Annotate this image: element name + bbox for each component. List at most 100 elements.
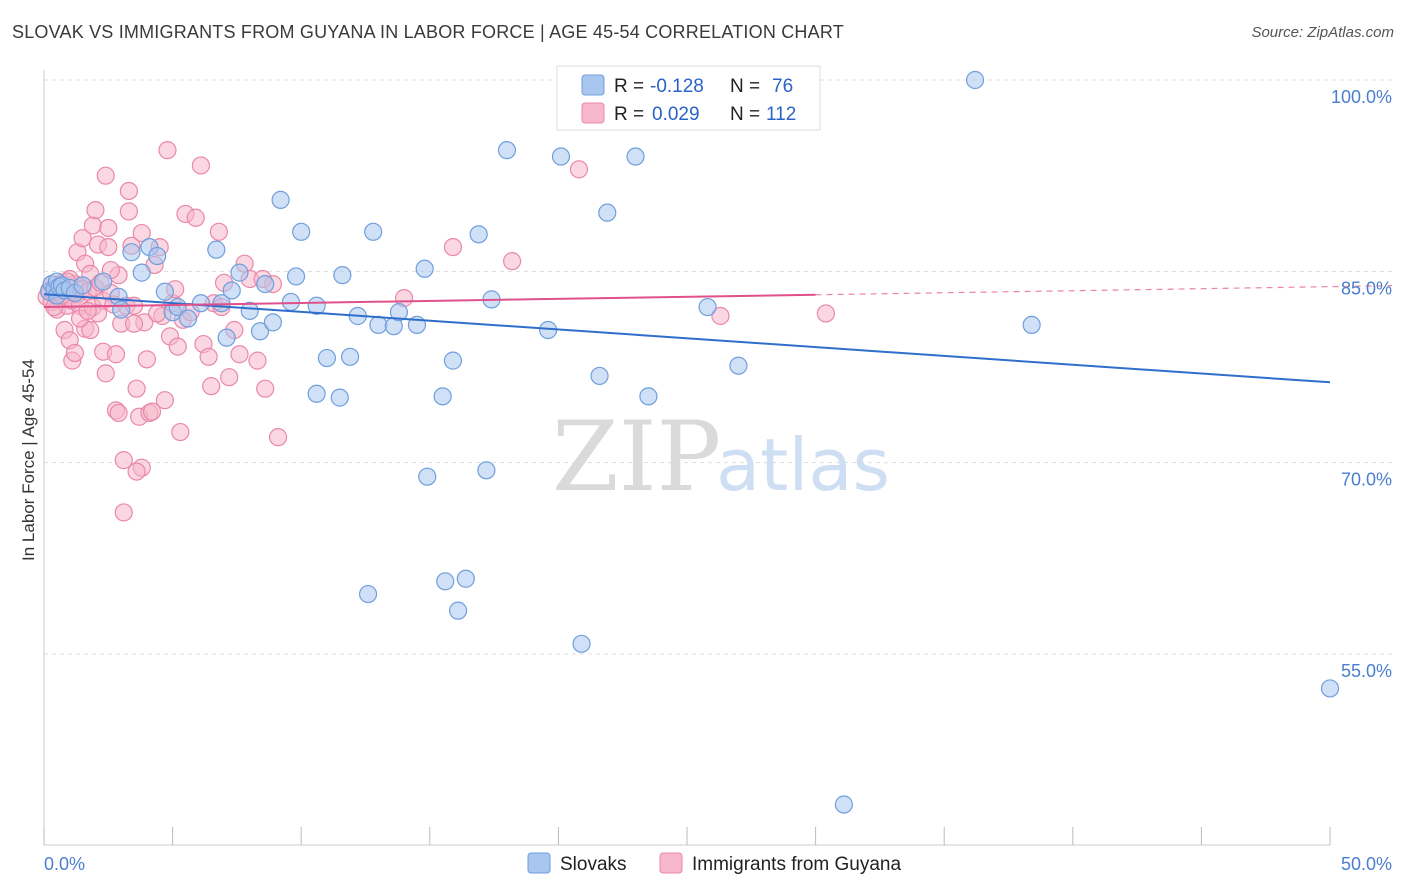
slovak-point-27 (240, 301, 259, 320)
guyana-point-59 (137, 350, 156, 369)
slovak-point-28 (250, 322, 270, 341)
slovak-point-13 (122, 243, 141, 262)
guyana-point-29 (83, 216, 102, 235)
slovak-point-67 (834, 795, 853, 814)
x-tick-label-max: 50.0% (1341, 854, 1392, 874)
y-tick-labels: 55.0% 70.0% 85.0% 100.0% (1331, 87, 1392, 681)
guyana-point-107 (127, 462, 146, 481)
guyana-point-77 (199, 347, 218, 366)
slovak-point-10 (73, 276, 92, 295)
guyana-point-38 (96, 166, 115, 185)
slovak-point-24 (217, 328, 236, 347)
slovak-point-20 (178, 309, 198, 328)
slovak-point-29 (256, 274, 275, 294)
legend-guyana-r-value: 0.029 (652, 104, 700, 125)
guyana-point-51 (119, 181, 138, 201)
slovak-point-34 (292, 222, 311, 241)
slovak-point-49 (433, 387, 452, 406)
slovak-trend-line (43, 293, 1331, 384)
slovak-point-35 (307, 296, 326, 315)
slovak-point-17 (155, 282, 174, 301)
legend-bottom-guyana-label: Immigrants from Guyana (692, 854, 901, 875)
guyana-point-94 (569, 160, 589, 179)
slovak-point-54 (469, 225, 488, 244)
guyana-point-74 (186, 208, 205, 227)
slovak-point-22 (207, 240, 226, 259)
guyana-point-44 (106, 345, 126, 364)
guyana-point-82 (220, 368, 239, 387)
slovak-point-61 (590, 366, 609, 386)
slovak-point-53 (456, 569, 475, 588)
legend-slovak-r-label: R = (614, 76, 644, 97)
guyana-point-65 (155, 391, 174, 410)
guyana-point-37 (96, 364, 115, 383)
slovak-point-30 (263, 313, 283, 332)
legend-guyana-n-label: N = (730, 104, 760, 125)
guyana-point-50 (119, 202, 138, 221)
y-tick-label-2: 85.0% (1341, 278, 1392, 298)
slovak-point-36 (307, 384, 326, 403)
slovak-point-66 (729, 356, 748, 375)
guyana-point-78 (202, 377, 221, 396)
slovak-point-65 (698, 297, 717, 317)
slovak-point-14 (132, 263, 151, 282)
y-tick-label-1: 70.0% (1341, 470, 1392, 490)
slovak-point-50 (436, 572, 455, 591)
legend-bottom: Slovaks Immigrants from Guyana (527, 852, 901, 875)
guyana-point-61 (142, 402, 162, 421)
legend-slovak-n-value: 76 (772, 76, 793, 97)
guyana-point-90 (268, 428, 288, 447)
legend-top: R = -0.128 N = 76 R = 0.029 N = 112 (556, 65, 821, 131)
slovak-point-37 (317, 348, 337, 368)
legend-guyana-r-label: R = (614, 104, 644, 125)
guyana-point-93 (503, 252, 522, 271)
slovak-point-62 (598, 203, 617, 222)
guyana-trend-line (43, 293, 816, 309)
axes (43, 70, 1331, 846)
slovak-point-26 (230, 263, 249, 282)
slovak-point-16 (148, 246, 167, 266)
legend-guyana-swatch (581, 102, 605, 124)
guyana-point-104 (148, 304, 167, 323)
slovak-point-21 (191, 294, 210, 313)
slovak-point-40 (340, 347, 360, 366)
slovak-point-64 (639, 387, 658, 406)
legend-bottom-guyana-swatch (659, 852, 683, 874)
guyana-point-84 (230, 345, 249, 364)
slovak-point-43 (369, 315, 388, 335)
slovak-point-59 (551, 147, 571, 166)
guyana-point-105 (168, 337, 187, 356)
slovak-point-60 (572, 634, 591, 653)
slovak-point-51 (443, 351, 463, 370)
guyana-point-95 (711, 306, 730, 326)
watermark-atlas: atlas (716, 423, 890, 507)
slovak-point-69 (1022, 315, 1041, 335)
guyana-point-27 (81, 320, 100, 340)
slovak-point-68 (965, 70, 985, 90)
guyana-point-70 (171, 422, 190, 442)
guyana-point-40 (99, 218, 118, 238)
guyana-point-75 (191, 156, 210, 175)
legend-bottom-slovak-swatch (527, 852, 551, 874)
guyana-point-88 (256, 379, 275, 398)
slovak-point-33 (286, 267, 306, 286)
legend-slovak-n-label: N = (730, 76, 760, 97)
legend-slovak-r-value: -0.128 (650, 76, 704, 97)
guyana-point-47 (114, 451, 133, 470)
slovak-point-31 (271, 190, 290, 210)
slovak-point-47 (415, 259, 434, 278)
slovak-point-32 (281, 292, 301, 312)
watermark: ZIP atlas (552, 401, 890, 513)
guyana-point-66 (158, 141, 177, 160)
guyana-point-54 (127, 379, 146, 398)
guyana-point-87 (248, 351, 267, 370)
slovak-point-52 (448, 601, 468, 620)
x-tick-label-min: 0.0% (44, 854, 85, 874)
guyana-point-110 (78, 301, 97, 320)
guyana-point-48 (114, 503, 133, 522)
grid-lines (44, 79, 1392, 655)
chart-title: SLOVAK VS IMMIGRANTS FROM GUYANA IN LABO… (12, 22, 844, 42)
y-axis-title: In Labor Force | Age 45-54 (19, 359, 38, 561)
guyana-point-103 (124, 314, 144, 333)
slovak-point-48 (418, 467, 437, 486)
